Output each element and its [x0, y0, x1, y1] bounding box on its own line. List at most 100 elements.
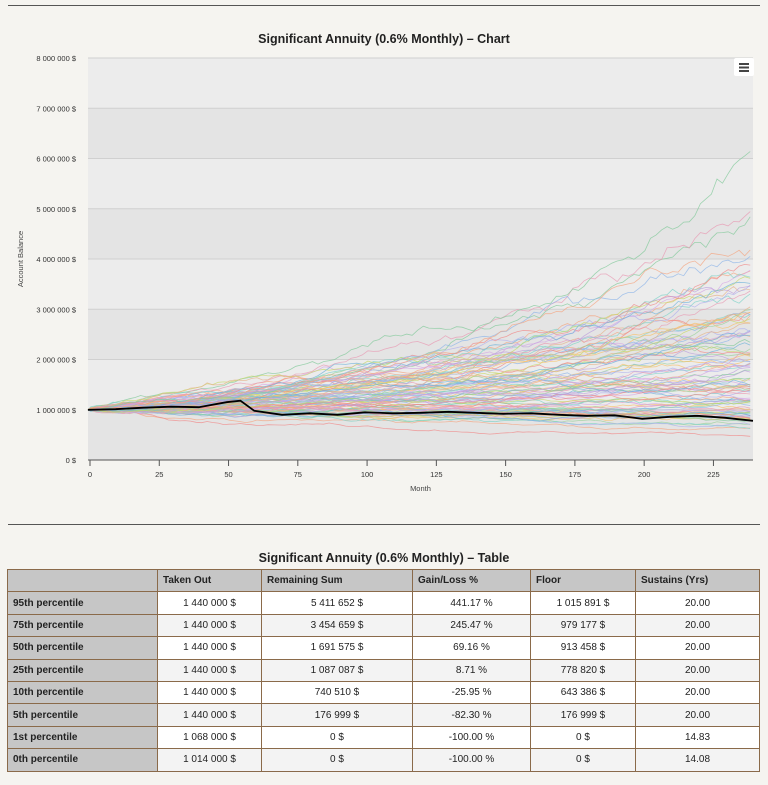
table-row: 5th percentile 1 440 000 $176 999 $ -82.30…	[7, 703, 760, 727]
y-axis-title: Account Balance	[16, 231, 25, 287]
remaining-sum-cell: 740 510 $	[261, 680, 413, 705]
row-label: 25th percentile	[7, 658, 158, 682]
taken-out-cell: 1 440 000 $	[157, 636, 262, 660]
gain-loss-cell: -100.00 %	[412, 725, 531, 750]
table-header-row: Taken Out Remaining Sum Gain/Loss % Floo…	[7, 568, 760, 593]
floor-cell: 913 458 $	[530, 636, 636, 660]
gain-loss-cell: 69.16 %	[412, 636, 531, 660]
taken-out-cell: 1 440 000 $	[157, 658, 262, 682]
remaining-sum-cell: 0 $	[261, 748, 413, 772]
monte-carlo-chart: 0 $ 1 000 000 $ 2 000 000 $ 3 000 000 $ 4 00…	[16, 54, 754, 493]
plot-band	[88, 158, 753, 209]
row-label: 1st percentile	[7, 725, 158, 750]
simulation-line	[87, 376, 751, 413]
sustains-cell: 20.00	[635, 703, 760, 727]
gain-loss-cell: -100.00 %	[412, 748, 531, 772]
gain-loss-cell: 245.47 %	[412, 613, 531, 638]
taken-out-cell: 1 440 000 $	[157, 613, 262, 638]
y-tick-label: 0 $	[66, 456, 77, 465]
x-tick-label: 225	[707, 470, 720, 479]
table-row: 75th percentile 1 440 000 $3 454 659 $245…	[7, 613, 760, 638]
simulation-line	[87, 151, 751, 412]
x-tick-label: 0	[88, 470, 92, 479]
x-tick-label: 200	[638, 470, 651, 479]
column-header-floor: Floor	[530, 568, 636, 593]
table-row: 0th percentile 1 014 000 $0 $ -100.00 % 0 $…	[7, 748, 760, 772]
simulation-line	[87, 290, 751, 411]
x-tick-label: 25	[155, 470, 163, 479]
chart-title: Significant Annuity (0.6% Monthly) – Cha…	[258, 32, 510, 46]
y-tick-label: 8 000 000 $	[36, 54, 76, 63]
row-label: 5th percentile	[7, 703, 158, 727]
taken-out-cell: 1 440 000 $	[157, 591, 262, 615]
simulation-line	[87, 285, 751, 411]
plot-band	[88, 58, 753, 109]
median-line	[87, 399, 754, 422]
top-divider	[8, 5, 760, 6]
taken-out-cell: 1 068 000 $	[157, 725, 262, 750]
x-tick-label: 50	[224, 470, 232, 479]
y-tick-label: 1 000 000 $	[36, 406, 76, 415]
taken-out-cell: 1 440 000 $	[157, 680, 262, 705]
x-tick-label: 100	[361, 470, 374, 479]
simulation-line	[87, 398, 751, 415]
remaining-sum-cell: 3 454 659 $	[261, 613, 413, 638]
simulation-line	[87, 211, 751, 411]
remaining-sum-cell: 1 087 087 $	[261, 658, 413, 682]
results-table: Taken Out Remaining Sum Gain/Loss % Floo…	[7, 568, 760, 772]
remaining-sum-cell: 1 691 575 $	[261, 636, 413, 660]
gain-loss-cell: -82.30 %	[412, 703, 531, 727]
floor-cell: 778 820 $	[530, 658, 636, 682]
floor-cell: 1 015 891 $	[530, 591, 636, 615]
table-row: 25th percentile 1 440 000 $1 087 087 $8.7…	[7, 658, 760, 682]
y-tick-label: 3 000 000 $	[36, 305, 76, 314]
sustains-cell: 20.00	[635, 613, 760, 638]
floor-cell: 0 $	[530, 725, 636, 750]
simulation-line	[87, 269, 751, 411]
table-title: Significant Annuity (0.6% Monthly) – Tab…	[258, 551, 510, 565]
simulation-line	[87, 330, 751, 411]
gain-loss-cell: 8.71 %	[412, 658, 531, 682]
taken-out-cell: 1 014 000 $	[157, 748, 262, 772]
row-label: 95th percentile	[7, 591, 158, 615]
row-label: 50th percentile	[7, 636, 158, 660]
plot-band	[88, 259, 753, 310]
sustains-cell: 20.00	[635, 636, 760, 660]
x-tick-label: 175	[569, 470, 582, 479]
y-tick-label: 2 000 000 $	[36, 356, 76, 365]
column-header-taken-out: Taken Out	[157, 568, 262, 593]
table-row: 10th percentile 1 440 000 $740 510 $ -25.9…	[7, 680, 760, 705]
simulation-line	[87, 385, 751, 412]
simulation-line	[87, 270, 751, 411]
remaining-sum-cell: 176 999 $	[261, 703, 413, 727]
x-tick-label: 150	[499, 470, 512, 479]
simulation-line	[87, 256, 751, 412]
sustains-cell: 14.83	[635, 725, 760, 750]
table-row: 50th percentile 1 440 000 $1 691 575 $69.…	[7, 636, 760, 660]
sustains-cell: 20.00	[635, 658, 760, 682]
row-label: 0th percentile	[7, 748, 158, 772]
y-tick-label: 6 000 000 $	[36, 155, 76, 164]
y-tick-label: 7 000 000 $	[36, 104, 76, 113]
floor-cell: 979 177 $	[530, 613, 636, 638]
row-label: 10th percentile	[7, 680, 158, 705]
x-axis-title: Month	[410, 484, 431, 493]
chart-menu-button[interactable]	[734, 58, 754, 76]
plot-band	[88, 208, 753, 259]
floor-cell: 0 $	[530, 748, 636, 772]
x-tick-label: 75	[294, 470, 302, 479]
column-header-label	[7, 568, 158, 593]
table-row: 95th percentile 1 440 000 $5 411 652 $441…	[7, 591, 760, 615]
floor-cell: 643 386 $	[530, 680, 636, 705]
simulation-line	[88, 344, 751, 412]
x-tick-label: 125	[430, 470, 443, 479]
row-label: 75th percentile	[7, 613, 158, 638]
simulation-line	[88, 409, 751, 437]
simulation-line	[87, 409, 751, 431]
remaining-sum-cell: 5 411 652 $	[261, 591, 413, 615]
simulation-line	[87, 306, 751, 411]
hamburger-menu-icon	[739, 63, 749, 72]
floor-cell: 176 999 $	[530, 703, 636, 727]
column-header-gain-loss: Gain/Loss %	[412, 568, 531, 593]
y-tick-label: 4 000 000 $	[36, 255, 76, 264]
